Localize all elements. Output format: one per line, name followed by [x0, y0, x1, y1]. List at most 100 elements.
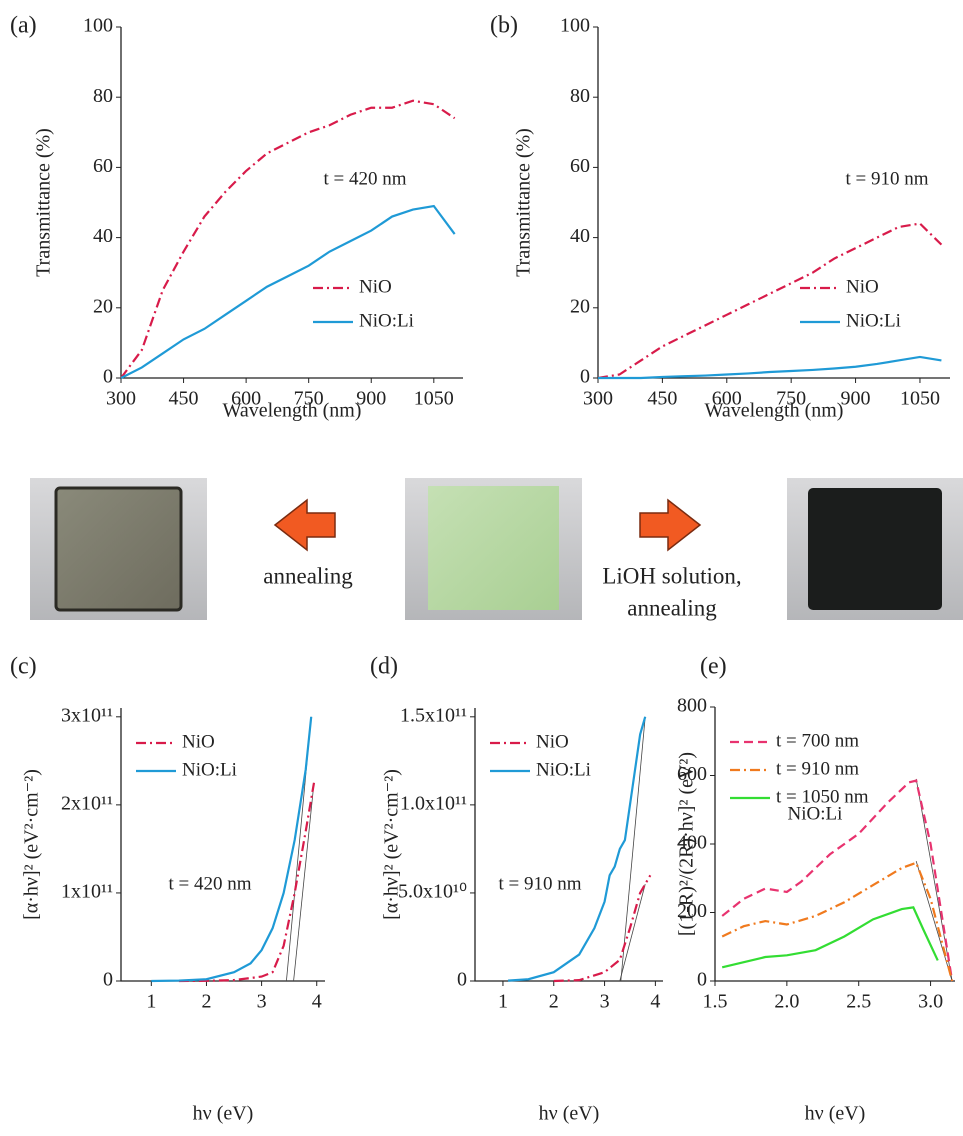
- data-line: [598, 355, 942, 380]
- panel-label: (c): [10, 654, 37, 680]
- y-tick-label: 100: [560, 15, 590, 37]
- x-tick-label: 1050: [414, 388, 454, 410]
- chart: (b) 0 20 40 60 80 100 300 450 600 750 900 1050 Wavele…: [490, 13, 950, 422]
- x-axis-label: hν (eV): [539, 1103, 600, 1125]
- y-tick-label: 0: [580, 366, 590, 388]
- x-tick-label: 1050: [900, 388, 940, 410]
- x-axis-label: hν (eV): [805, 1103, 866, 1125]
- arrow-left: [273, 498, 336, 552]
- x-tick-label: 2.0: [774, 991, 799, 1013]
- chart: (e) 0 200 400 600 800 1.5 2.0 2.5 3.0 hν (eV) [(1-R…: [676, 654, 955, 1125]
- y-tick-label: 0: [103, 366, 113, 388]
- y-tick-label: 0: [103, 969, 113, 991]
- x-tick-label: 600: [712, 388, 742, 410]
- arrow-right: [639, 498, 702, 552]
- x-tick-label: 1: [498, 991, 508, 1013]
- panel-label: (e): [700, 654, 727, 680]
- chart: (d) 0 5.0x10¹⁰ 1.0x10¹¹ 1.5x10¹¹ 1 2 3 4 hν (eV) […: [370, 654, 663, 1125]
- data-line: [721, 906, 939, 969]
- chart: (c) 0 1x10¹¹ 2x10¹¹ 3x10¹¹ 1 2 3 4 hν (eV) [α·hν]²…: [10, 654, 325, 1125]
- y-tick-label: 1x10¹¹: [61, 881, 113, 903]
- x-tick-label: 750: [776, 388, 806, 410]
- x-tick-label: 900: [356, 388, 386, 410]
- y-axis-label: Transmittance (%): [33, 128, 55, 277]
- x-axis-label: Wavelength (nm): [223, 400, 362, 422]
- annotation: NiO:Li: [788, 803, 843, 824]
- x-tick-label: 750: [294, 388, 324, 410]
- y-tick-label: 0: [457, 969, 467, 991]
- y-tick-label: 60: [93, 155, 113, 177]
- fit-line: [619, 884, 646, 982]
- y-tick-label: 200: [677, 900, 707, 922]
- panel-label: (a): [10, 13, 37, 39]
- data-line: [178, 782, 316, 983]
- y-tick-label: 0: [697, 969, 707, 991]
- x-tick-label: 1: [146, 991, 156, 1013]
- annotation: t = 420 nm: [323, 168, 406, 189]
- data-line: [597, 222, 943, 380]
- photo-left: [30, 478, 207, 620]
- chart: (a) 0 20 40 60 80 100 300 450 600 750 900 1050 Wavele…: [10, 13, 463, 422]
- x-tick-label: 4: [650, 991, 660, 1013]
- axis: [474, 708, 663, 982]
- annotation: t = 420 nm: [168, 873, 251, 894]
- photo-label: LiOH solution,: [602, 563, 741, 588]
- x-tick-label: 2.5: [846, 991, 871, 1013]
- panel-label: (d): [370, 654, 398, 680]
- y-tick-label: 80: [93, 85, 113, 107]
- annotation: t = 910 nm: [498, 873, 581, 894]
- photo-right: [787, 478, 963, 620]
- data-line: [721, 779, 954, 982]
- legend-label: t = 910 nm: [776, 758, 859, 779]
- fit-line: [620, 716, 646, 982]
- legend-label: NiO:Li: [182, 759, 237, 780]
- y-axis-label: Transmittance (%): [513, 128, 535, 277]
- x-tick-label: 450: [647, 388, 677, 410]
- x-tick-label: 300: [583, 388, 613, 410]
- x-tick-label: 4: [312, 991, 322, 1013]
- data-line: [507, 716, 647, 982]
- data-line: [120, 204, 456, 379]
- photo-middle: [405, 478, 582, 620]
- y-tick-label: 1.0x10¹¹: [400, 792, 467, 814]
- x-tick-label: 300: [106, 388, 136, 410]
- y-axis-label: [α·hν]² (eV²·cm⁻²): [21, 769, 43, 920]
- x-tick-label: 900: [841, 388, 871, 410]
- x-axis-label: Wavelength (nm): [705, 400, 844, 422]
- y-tick-label: 800: [677, 695, 707, 717]
- legend-label: t = 700 nm: [776, 730, 859, 751]
- photo-label: annealing: [627, 595, 717, 620]
- legend-label: NiO: [846, 276, 879, 297]
- y-tick-label: 100: [83, 15, 113, 37]
- x-tick-label: 3.0: [918, 991, 943, 1013]
- x-tick-label: 450: [169, 388, 199, 410]
- x-axis-label: hν (eV): [193, 1103, 254, 1125]
- panel-label: (b): [490, 13, 518, 39]
- legend-label: NiO: [182, 731, 215, 752]
- y-axis-label: [α·hν]² (eV²·cm⁻²): [381, 769, 403, 920]
- y-axis-label: [(1-R)²/(2R)·hν]² (eV²): [676, 752, 698, 936]
- x-tick-label: 600: [231, 388, 261, 410]
- legend-label: NiO:Li: [359, 310, 414, 331]
- legend-label: t = 1050 nm: [776, 786, 869, 807]
- legend-label: NiO:Li: [846, 310, 901, 331]
- y-tick-label: 5.0x10¹⁰: [398, 881, 467, 903]
- y-tick-label: 40: [570, 225, 590, 247]
- data-line: [553, 874, 652, 983]
- y-tick-label: 1.5x10¹¹: [400, 704, 467, 726]
- y-tick-label: 600: [677, 763, 707, 785]
- x-tick-label: 1.5: [703, 991, 728, 1013]
- legend-label: NiO: [359, 276, 392, 297]
- fit-line: [293, 782, 315, 982]
- data-line: [120, 99, 456, 379]
- x-tick-label: 2: [201, 991, 211, 1013]
- legend-label: NiO:Li: [536, 759, 591, 780]
- data-line: [151, 716, 313, 983]
- x-tick-label: 2: [549, 991, 559, 1013]
- x-tick-label: 3: [600, 991, 610, 1013]
- y-tick-label: 2x10¹¹: [61, 792, 113, 814]
- y-tick-label: 400: [677, 832, 707, 854]
- y-tick-label: 80: [570, 85, 590, 107]
- photo-label: annealing: [263, 563, 353, 588]
